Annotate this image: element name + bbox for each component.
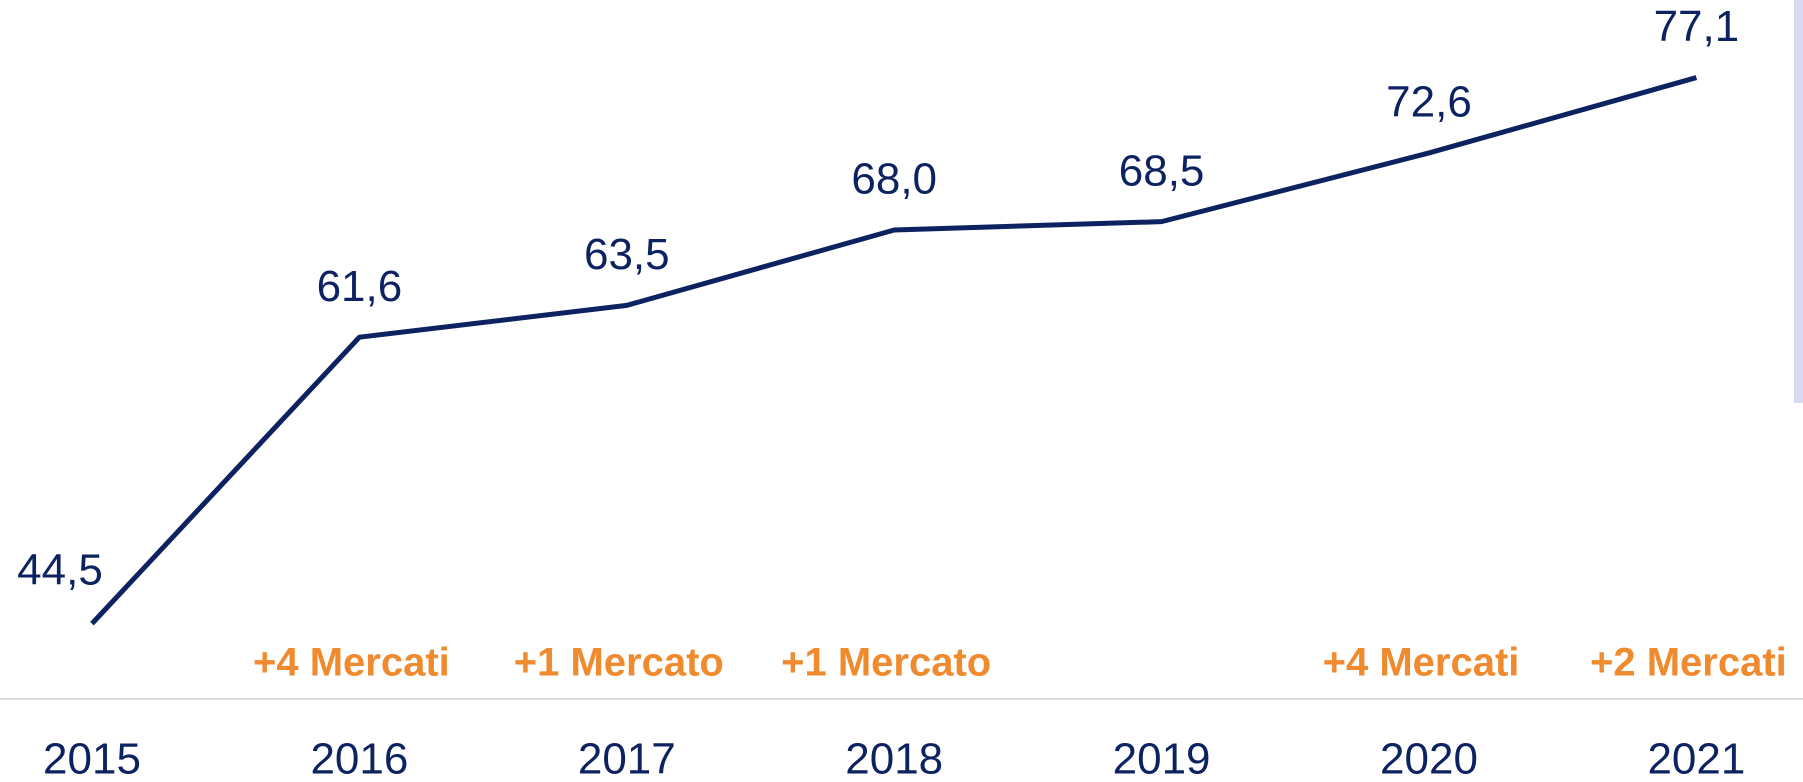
data-label: 63,5	[584, 230, 670, 279]
data-label: 68,5	[1119, 146, 1205, 195]
x-tick-label: 2015	[43, 735, 141, 782]
annotation: +4 Mercati	[1323, 641, 1520, 685]
data-label: 44,5	[17, 545, 103, 594]
annotation: +4 Mercati	[253, 641, 450, 685]
x-tick-label: 2016	[310, 735, 408, 782]
line	[90, 75, 1698, 626]
annotation: +1 Mercato	[514, 641, 724, 685]
data-label: 68,0	[851, 155, 937, 204]
x-tick-label: 2021	[1647, 735, 1745, 782]
annotation: +2 Mercati	[1590, 641, 1787, 685]
x-tick-label: 2017	[578, 735, 676, 782]
data-label: 61,6	[317, 262, 403, 311]
data-label: 77,1	[1654, 2, 1740, 51]
x-tick-label: 2020	[1380, 735, 1478, 782]
annotation: +1 Mercato	[781, 641, 991, 685]
data-label: 72,6	[1386, 78, 1472, 127]
x-tick-label: 2019	[1113, 735, 1211, 782]
side-panel-edge	[1794, 0, 1803, 403]
x-tick-label: 2018	[845, 735, 943, 782]
